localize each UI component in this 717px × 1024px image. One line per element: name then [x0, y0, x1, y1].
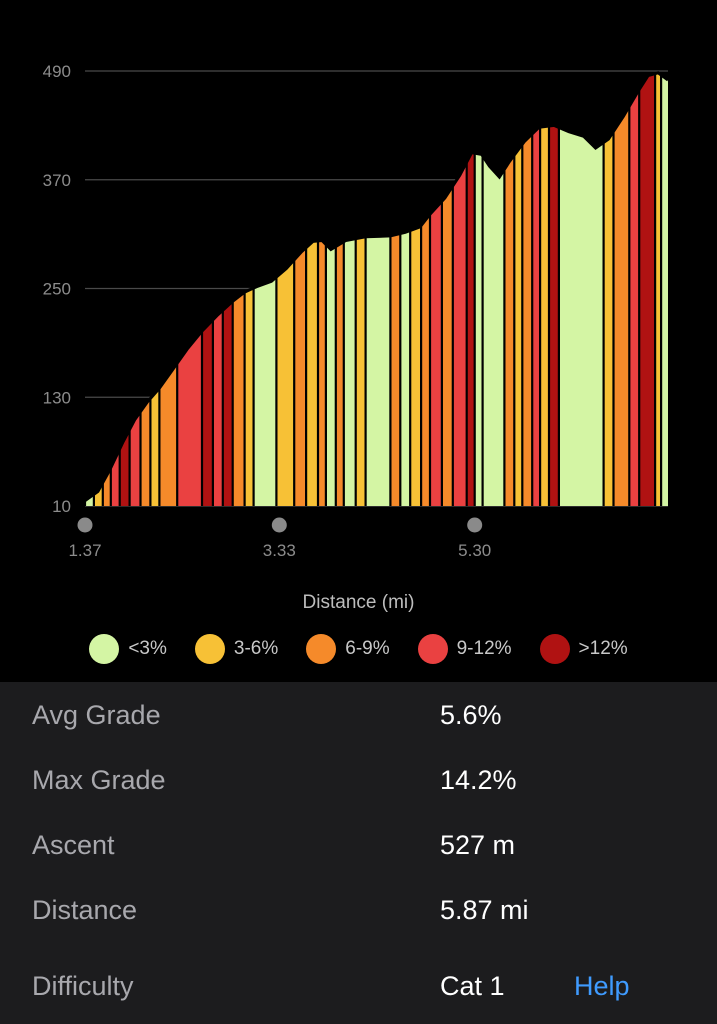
stat-label: Max Grade: [32, 765, 166, 795]
stat-row-ascent: Ascent 527 m: [0, 830, 717, 870]
chart-svg: 490 370 250 130 10 1.37 3.33 5.30: [43, 62, 669, 560]
grade-band: [430, 72, 442, 506]
grade-band: [466, 72, 475, 506]
grade-band: [232, 72, 245, 506]
x-tick-label: 5.30: [458, 541, 491, 560]
x-tick-labels: 1.37 3.33 5.30: [68, 517, 491, 560]
grade-band: [343, 72, 356, 506]
legend-swatch: [417, 634, 448, 664]
x-tick-label: 1.37: [68, 541, 101, 560]
grade-band: [202, 72, 213, 506]
stat-row-max-grade: Max Grade 14.2%: [0, 765, 717, 805]
grade-band: [482, 72, 505, 506]
y-tick-labels: 490 370 250 130 10: [43, 62, 71, 516]
x-tick-dot: [77, 517, 93, 533]
legend: <3% 3-6% 6-9% 9-12% >12%: [0, 634, 717, 664]
legend-item: <3%: [89, 634, 167, 664]
grade-band: [355, 72, 366, 506]
grade-band: [474, 72, 483, 506]
stat-value: 14.2%: [440, 765, 517, 795]
grade-band: [110, 72, 120, 506]
legend-label: 9-12%: [456, 638, 512, 659]
stat-label: Ascent: [32, 830, 115, 860]
grade-band: [400, 72, 411, 506]
grade-band: [441, 72, 453, 506]
x-tick-dot: [467, 517, 483, 533]
elevation-chart: 490 370 250 130 10 1.37 3.33 5.30 Distance (mi…: [0, 62, 717, 664]
legend-label: <3%: [128, 638, 167, 659]
grade-band: [159, 72, 178, 506]
grade-band: [244, 72, 254, 506]
grade-band: [306, 72, 318, 506]
grade-band: [532, 72, 541, 506]
profile-outline: [84, 71, 669, 502]
grade-band: [629, 72, 640, 506]
legend-swatch: [194, 634, 225, 664]
grade-band: [276, 72, 295, 506]
stat-label: Distance: [32, 895, 138, 925]
grade-band: [294, 72, 307, 506]
grade-band: [655, 72, 661, 506]
stat-label: Difficulty: [32, 971, 134, 1001]
grade-band: [140, 72, 151, 506]
y-tick-label: 370: [43, 171, 71, 190]
grade-band: [639, 72, 656, 506]
y-tick-label: 490: [43, 62, 71, 81]
legend-item: 6-9%: [306, 634, 390, 664]
legend-swatch: [539, 634, 570, 664]
legend-item: 9-12%: [417, 634, 512, 664]
legend-swatch: [306, 634, 337, 664]
legend-label: 6-9%: [345, 638, 390, 659]
x-tick-dot: [271, 517, 287, 533]
legend-item: >12%: [539, 634, 628, 664]
grade-band: [549, 72, 559, 506]
grade-band: [85, 72, 94, 506]
grade-band: [603, 72, 614, 506]
grade-band: [365, 72, 391, 506]
legend-swatch: [89, 634, 120, 664]
grade-band: [93, 72, 103, 506]
help-link[interactable]: Help: [574, 971, 630, 1001]
y-tick-label: 130: [43, 388, 71, 407]
grade-band: [522, 72, 533, 506]
grade-band: [540, 72, 549, 506]
grade-band: [558, 72, 604, 506]
stat-value: 5.87 mi: [440, 895, 529, 925]
grade-band: [421, 72, 430, 506]
grade-band: [661, 72, 668, 506]
grade-band: [212, 72, 223, 506]
grade-band: [514, 72, 523, 506]
grade-band: [613, 72, 630, 506]
grade-band: [150, 72, 160, 506]
grade-band: [452, 72, 467, 506]
stat-row-difficulty: Difficulty Cat 1 Help: [0, 971, 717, 1011]
legend-item: 3-6%: [194, 634, 279, 664]
grade-bands: [85, 72, 668, 506]
grade-band: [410, 72, 422, 506]
stats-panel: Avg Grade 5.6% Max Grade 14.2% Ascent 52…: [0, 682, 717, 1024]
grade-band: [318, 72, 326, 506]
grade-band: [335, 72, 344, 506]
stat-value: 527 m: [440, 830, 516, 860]
x-axis-label: Distance (mi): [302, 592, 415, 613]
grade-band: [102, 72, 111, 506]
legend-label: >12%: [578, 638, 628, 659]
stat-row-avg-grade: Avg Grade 5.6%: [0, 700, 717, 740]
grade-band: [390, 72, 401, 506]
stat-row-distance: Distance 5.87 mi: [0, 895, 717, 935]
x-tick-label: 3.33: [263, 541, 296, 560]
profile-line: [84, 71, 669, 502]
y-tick-label: 10: [52, 497, 71, 516]
grade-band: [177, 72, 202, 506]
grade-band: [129, 72, 141, 506]
stat-value: Cat 1: [440, 971, 505, 1001]
grade-band: [222, 72, 233, 506]
grade-band: [325, 72, 336, 506]
y-tick-label: 250: [43, 280, 71, 299]
grade-band: [504, 72, 515, 506]
stat-label: Avg Grade: [32, 700, 161, 730]
legend-label: 3-6%: [233, 638, 279, 659]
stat-value: 5.6%: [440, 700, 502, 730]
